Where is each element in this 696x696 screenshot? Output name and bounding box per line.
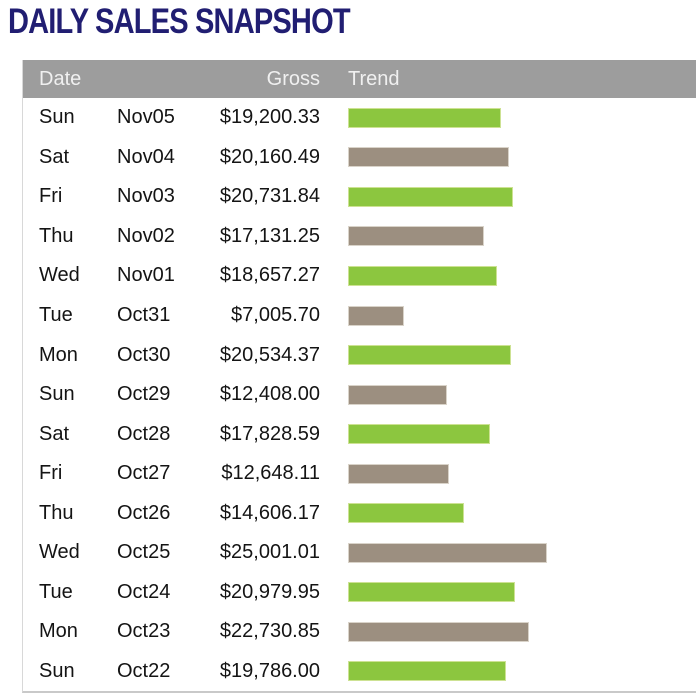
- trend-cell: [320, 621, 696, 642]
- table-row: Mon Oct30 $20,534.37: [23, 335, 696, 375]
- trend-bar: [348, 424, 490, 445]
- trend-bar: [348, 305, 404, 326]
- date-cell: Oct28: [117, 422, 171, 445]
- day-cell: Mon: [39, 343, 78, 366]
- gross-cell: $19,200.33: [219, 106, 320, 129]
- gross-cell: $25,001.01: [219, 541, 320, 564]
- gross-cell: $7,005.70: [231, 304, 320, 326]
- table-row: Thu Nov02 $17,131.25: [23, 216, 696, 257]
- table-row: Tue Oct31 $7,005.70: [23, 295, 696, 336]
- trend-bar: [348, 621, 529, 642]
- date-cell: Nov02: [117, 224, 175, 247]
- date-cell: Oct22: [117, 659, 171, 682]
- day-cell: Wed: [39, 264, 80, 287]
- date-cell: Oct26: [117, 501, 171, 524]
- daily-sales-table: Date Gross Trend Sun Nov05 $19,200.33 Sat No…: [22, 60, 696, 694]
- day-cell: Sat: [39, 422, 70, 445]
- trend-bar: [348, 463, 449, 484]
- day-cell: Thu: [39, 501, 74, 524]
- trend-cell: [320, 305, 696, 326]
- date-cell: Oct30: [117, 343, 171, 366]
- day-cell: Fri: [39, 185, 63, 208]
- table-row: Fri Oct27 $12,648.11: [23, 453, 696, 494]
- table-body: Sun Nov05 $19,200.33 Sat Nov04 $20,160.49 Fri N…: [23, 98, 696, 692]
- page-title: DAILY SALES SNAPSHOT: [8, 2, 351, 41]
- date-cell: Nov01: [117, 264, 175, 287]
- gross-cell: $12,408.00: [219, 383, 320, 406]
- trend-cell: [320, 265, 696, 286]
- trend-cell: [320, 503, 696, 524]
- trend-bar: [348, 384, 447, 405]
- gross-cell: $19,786.00: [219, 659, 320, 682]
- day-cell: Sun: [39, 659, 75, 682]
- date-cell: Oct25: [117, 541, 171, 564]
- column-header-trend: Trend: [348, 67, 400, 90]
- trend-bar: [348, 542, 547, 563]
- trend-bar: [348, 265, 497, 286]
- trend-cell: [320, 345, 696, 366]
- table-row: Fri Nov03 $20,731.84: [23, 177, 696, 217]
- trend-bar: [348, 582, 515, 603]
- day-cell: Thu: [39, 224, 74, 247]
- trend-cell: [320, 542, 696, 563]
- trend-cell: [320, 661, 696, 682]
- trend-bar: [348, 226, 485, 247]
- trend-bar: [348, 107, 501, 128]
- gross-cell: $22,730.85: [219, 620, 320, 643]
- trend-bar: [348, 661, 506, 682]
- gross-cell: $17,828.59: [219, 422, 320, 445]
- table-row: Wed Oct25 $25,001.01: [23, 533, 696, 573]
- day-cell: Sun: [39, 383, 75, 406]
- trend-cell: [320, 147, 696, 168]
- column-header-gross: Gross: [266, 67, 320, 90]
- gross-cell: $12,648.11: [221, 462, 320, 485]
- date-cell: Oct24: [117, 580, 171, 603]
- table-row: Tue Oct24 $20,979.95: [23, 572, 696, 613]
- table-row: Wed Nov01 $18,657.27: [23, 256, 696, 296]
- trend-cell: [320, 384, 696, 405]
- table-row: Sun Oct22 $19,786.00: [23, 651, 696, 692]
- trend-bar: [348, 186, 513, 207]
- trend-cell: [320, 186, 696, 207]
- trend-cell: [320, 424, 696, 445]
- date-cell: Oct31: [117, 304, 171, 326]
- table-row: Sun Nov05 $19,200.33: [23, 98, 696, 138]
- day-cell: Sun: [39, 106, 75, 129]
- gross-cell: $20,979.95: [219, 580, 320, 603]
- table-row: Thu Oct26 $14,606.17: [23, 493, 696, 534]
- day-cell: Sat: [39, 145, 70, 168]
- gross-cell: $20,160.49: [219, 145, 320, 168]
- day-cell: Tue: [39, 580, 73, 603]
- gross-cell: $20,534.37: [219, 343, 320, 366]
- gross-cell: $17,131.25: [219, 224, 320, 247]
- date-cell: Oct29: [117, 383, 171, 406]
- day-cell: Fri: [39, 462, 63, 485]
- gross-cell: $20,731.84: [219, 185, 320, 208]
- table-header-row: Date Gross Trend: [23, 60, 696, 98]
- day-cell: Tue: [39, 304, 73, 326]
- date-cell: Nov03: [117, 185, 175, 208]
- table-row: Sat Nov04 $20,160.49: [23, 137, 696, 178]
- table-row: Mon Oct23 $22,730.85: [23, 612, 696, 652]
- column-header-date: Date: [39, 67, 82, 90]
- date-cell: Nov04: [117, 145, 175, 168]
- date-cell: Oct27: [117, 462, 171, 485]
- trend-cell: [320, 582, 696, 603]
- table-row: Sun Oct29 $12,408.00: [23, 374, 696, 415]
- trend-cell: [320, 226, 696, 247]
- trend-bar: [348, 503, 465, 524]
- trend-bar: [348, 345, 512, 366]
- trend-cell: [320, 463, 696, 484]
- day-cell: Wed: [39, 541, 80, 564]
- day-cell: Mon: [39, 620, 78, 643]
- table-row: Sat Oct28 $17,828.59: [23, 414, 696, 454]
- gross-cell: $14,606.17: [219, 501, 320, 524]
- date-cell: Oct23: [117, 620, 171, 643]
- trend-cell: [320, 107, 696, 128]
- date-cell: Nov05: [117, 106, 175, 129]
- gross-cell: $18,657.27: [219, 264, 320, 287]
- trend-bar: [348, 147, 509, 168]
